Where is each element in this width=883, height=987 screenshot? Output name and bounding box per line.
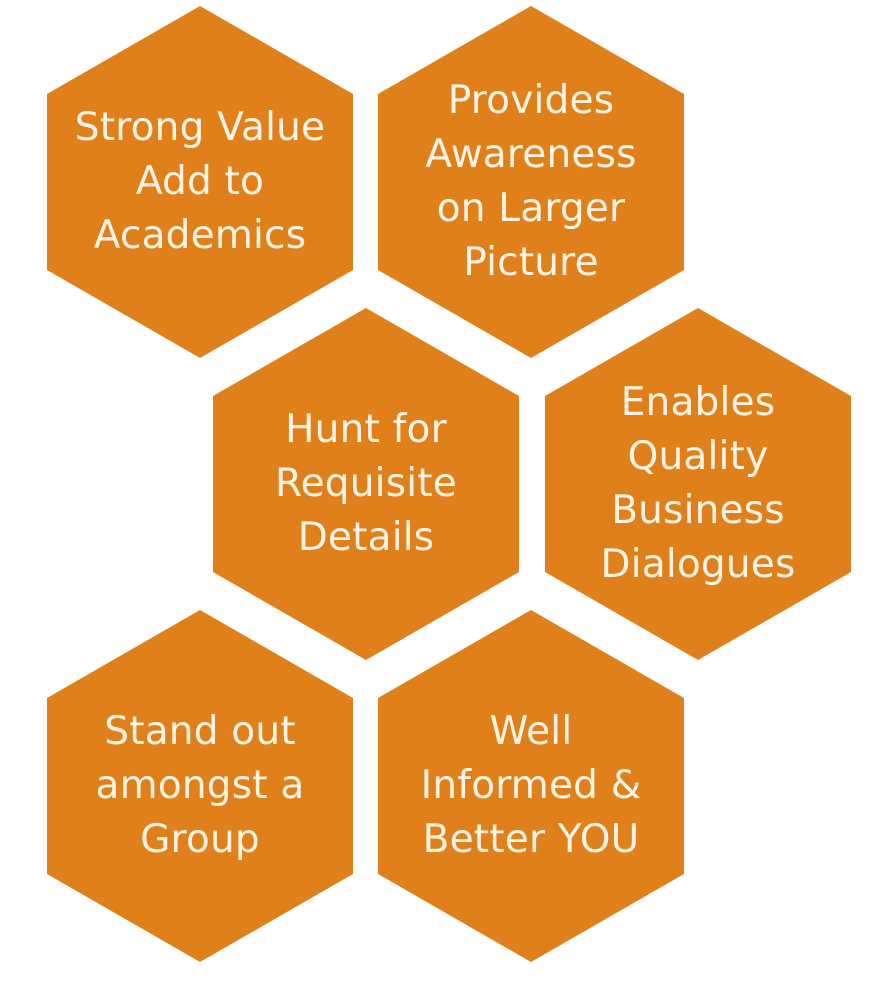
- hexagon-label-line: Academics: [93, 213, 307, 258]
- hexagon-label-line: Hunt for: [285, 407, 447, 452]
- hexagon-label-line: on Larger: [436, 186, 626, 231]
- hexagon-label-line: Add to: [135, 159, 265, 204]
- hexagon-label-line: Better YOU: [422, 817, 640, 862]
- hexagon-stand-out: Stand out amongst a Group: [47, 610, 353, 962]
- hexagon-strong-value: Strong Value Add to Academics: [47, 6, 353, 358]
- hexagon-enables-quality: Enables Quality Business Dialogues: [545, 308, 851, 660]
- hexagon-label-line: Picture: [463, 240, 599, 285]
- hexagon-shape: [213, 308, 519, 660]
- hexagon-label-line: Awareness: [425, 132, 637, 177]
- hexagon-label-line: Enables: [620, 380, 776, 425]
- hexagon-well-informed: Well Informed & Better YOU: [378, 610, 684, 962]
- hexagon-label-line: Stand out: [104, 709, 296, 754]
- hexagon-label-line: Group: [140, 817, 260, 862]
- hexagon-label-line: Dialogues: [600, 542, 796, 587]
- hexagon-label-line: Details: [297, 515, 435, 560]
- hexagon-label: Hunt for Requisite Details: [233, 308, 499, 660]
- hexagon-shape: [545, 308, 851, 660]
- hexagon-shape: [47, 610, 353, 962]
- hexagon-label-line: amongst a: [95, 763, 305, 808]
- hexagon-shape: [378, 6, 684, 358]
- hexagon-label-line: Strong Value: [74, 105, 326, 150]
- hexagon-hunt-for-details: Hunt for Requisite Details: [213, 308, 519, 660]
- hexagon-label-line: Quality: [627, 434, 769, 479]
- hexagon-label-line: Business: [611, 488, 785, 533]
- hexagon-provides-awareness: Provides Awareness on Larger Picture: [378, 6, 684, 358]
- hexagon-shape: [47, 6, 353, 358]
- hexagon-label: Enables Quality Business Dialogues: [565, 308, 831, 660]
- hexagon-label-line: Informed &: [420, 763, 642, 808]
- hexagon-label-line: Requisite: [275, 461, 457, 506]
- hexagon-label: Well Informed & Better YOU: [398, 610, 664, 962]
- hexagon-label: Stand out amongst a Group: [67, 610, 333, 962]
- hexagon-label-line: Well: [489, 709, 573, 754]
- hexagon-label: Strong Value Add to Academics: [67, 6, 333, 358]
- hexagon-shape: [378, 610, 684, 962]
- hexagon-label: Provides Awareness on Larger Picture: [398, 6, 664, 358]
- hexagon-label-line: Provides: [447, 78, 615, 123]
